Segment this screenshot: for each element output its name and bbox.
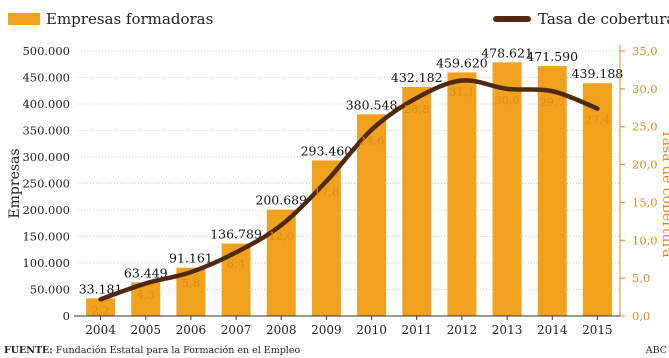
rate-value-label: 17,8 [314,185,340,199]
x-tick-label: 2015 [582,323,613,337]
rate-point [595,106,600,111]
x-tick-label: 2006 [176,323,207,337]
y-tick-label: 150.000 [22,230,70,244]
bar [402,86,432,316]
y-tick-label: 400.000 [22,97,70,111]
y-tick-label: 0 [63,309,70,323]
x-tick-label: 2008 [266,323,297,337]
y-axis-title: Empresas [7,148,23,218]
bar-value-label: 471.590 [526,49,578,64]
line-labels-group: 2,2 4,3 5,8 8,4 12,0 17,8 24,6 28,8 31,1 30,0 29,7… [91,85,610,318]
rate-value-label: 2,2 [91,303,109,317]
bars-group [86,62,612,316]
bar-value-label: 380.548 [346,97,398,112]
y2-tick-label: 10,0 [632,233,658,247]
y-tick-label: 300.000 [22,150,70,164]
bar-value-label: 91.161 [169,251,213,266]
rate-point [98,297,103,302]
x-tick-label: 2004 [85,323,116,337]
rate-value-label: 5,8 [182,276,200,290]
rate-value-label: 12,0 [268,229,294,243]
y2-tick-label: 20,0 [632,158,658,172]
legend: Empresas formadoras Tasa de cobertura [8,10,669,28]
rate-point [414,95,419,100]
rate-value-label: 31,1 [449,85,475,99]
x-tick-label: 2010 [356,323,387,337]
rate-value-label: 30,0 [494,93,520,107]
x-tick-label: 2012 [447,323,478,337]
bar-value-label: 136.789 [210,227,262,242]
bar [447,72,477,316]
x-tick-label: 2007 [221,323,252,337]
bar-value-label: 33.181 [79,281,123,296]
axes-group: 0 50.000 100.000 150.000 200.000 250.000 300.0… [7,44,669,337]
legend-swatch-bar [8,13,40,25]
rate-value-label: 4,3 [137,287,155,301]
x-tick-label: 2013 [492,323,523,337]
rate-point [324,179,329,184]
rate-point [279,223,284,228]
rate-point [459,78,464,83]
y-tick-label: 250.000 [22,177,70,191]
y2-tick-label: 25,0 [632,120,658,134]
bar-value-label: 200.689 [255,193,307,208]
x-tick-label: 2014 [537,323,568,337]
legend-label-bar: Empresas formadoras [46,10,213,28]
y-tick-label: 500.000 [22,44,70,58]
rate-value-label: 29,7 [539,95,565,109]
y2-tick-label: 0,0 [632,309,650,323]
y-tick-label: 350.000 [22,124,70,138]
rate-point [505,86,510,91]
bar [357,114,387,316]
legend-label-line: Tasa de cobertura [538,10,669,28]
line-group [98,78,600,302]
x-tick-label: 2005 [130,323,161,337]
source-note: FUENTE: Fundación Estatal para la Formac… [4,345,300,356]
bar-value-label: 478.621 [481,45,533,60]
y-tick-label: 200.000 [22,203,70,217]
y-tick-label: 450.000 [22,71,70,85]
bar-value-label: 432.182 [391,70,443,85]
rate-point [550,89,555,94]
y2-tick-label: 5,0 [632,271,650,285]
x-tick-label: 2009 [311,323,342,337]
rate-value-label: 28,8 [404,102,430,116]
bar [311,160,341,316]
bar [86,298,116,316]
rate-line [98,78,600,302]
source-label: FUENTE: [4,345,53,356]
bar-value-label: 439.188 [572,66,624,81]
y2-tick-label: 35,0 [632,44,658,58]
rate-point [143,281,148,286]
source-text: Fundación Estatal para la Formación en e… [55,345,301,356]
bar [582,83,612,316]
bar-value-label: 293.460 [301,143,353,158]
bar [492,62,522,316]
rate-value-label: 27,4 [585,113,611,127]
y-tick-label: 100.000 [22,256,70,270]
rate-value-label: 8,4 [227,256,245,270]
rate-value-label: 24,6 [359,134,385,148]
bar-value-label: 459.620 [436,55,488,70]
rate-point [234,250,239,255]
y2-tick-label: 15,0 [632,195,658,209]
credit: ABC [645,345,667,356]
y-tick-label: 50.000 [30,283,70,297]
bar-value-label: 63.449 [124,265,168,280]
rate-point [188,270,193,275]
rate-point [369,127,374,132]
y2-tick-label: 30,0 [632,82,658,96]
y2-axis-title: Tasa de cobertura [659,129,669,257]
bar [537,66,567,316]
x-tick-label: 2011 [401,323,432,337]
